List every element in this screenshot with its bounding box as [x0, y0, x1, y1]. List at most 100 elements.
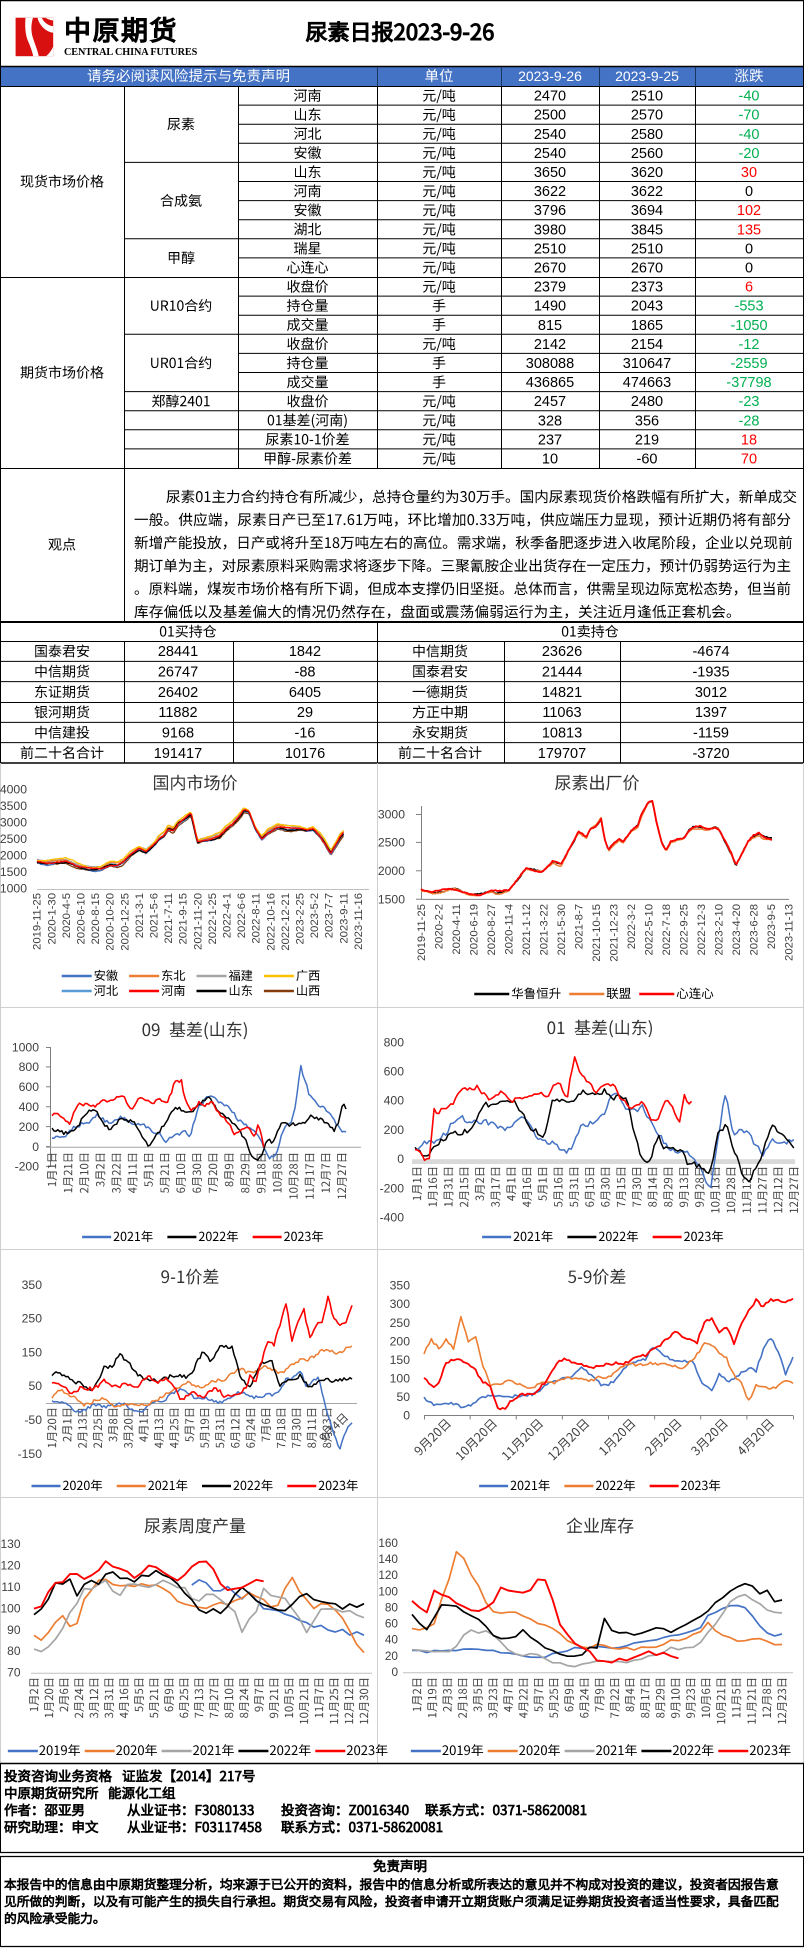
svg-text:2540: 2540 [534, 127, 566, 143]
svg-text:436865: 436865 [526, 375, 574, 391]
svg-text:2020-6-19: 2020-6-19 [468, 904, 480, 956]
svg-text:29: 29 [297, 705, 313, 721]
svg-text:2023-2-10: 2023-2-10 [713, 904, 725, 956]
svg-text:2021-3-1: 2021-3-1 [134, 893, 146, 938]
svg-text:3622: 3622 [631, 184, 663, 200]
svg-text:310647: 310647 [623, 356, 671, 372]
svg-text:11063: 11063 [542, 705, 581, 721]
svg-text:102: 102 [737, 203, 761, 219]
svg-text:80: 80 [7, 1644, 21, 1658]
svg-text:2670: 2670 [631, 260, 663, 276]
svg-text:200: 200 [384, 1123, 405, 1137]
svg-text:100: 100 [0, 1601, 20, 1615]
svg-text:90: 90 [7, 1623, 21, 1637]
svg-text:3845: 3845 [631, 222, 663, 238]
svg-text:135: 135 [737, 222, 761, 238]
svg-text:-28: -28 [739, 413, 760, 429]
svg-text:2022-9-25: 2022-9-25 [678, 904, 690, 956]
svg-text:26747: 26747 [158, 665, 198, 681]
svg-text:2020-1-30: 2020-1-30 [46, 893, 58, 945]
svg-text:-400: -400 [380, 1210, 405, 1224]
svg-text:2480: 2480 [631, 394, 663, 410]
svg-text:18: 18 [741, 432, 757, 448]
svg-text:2021-12-23: 2021-12-23 [608, 904, 620, 962]
svg-text:350: 350 [390, 1279, 411, 1293]
svg-text:815: 815 [538, 318, 562, 334]
svg-text:1842: 1842 [289, 644, 321, 660]
svg-text:250: 250 [390, 1316, 411, 1330]
svg-text:2021-10-15: 2021-10-15 [591, 904, 603, 962]
svg-text:20: 20 [385, 1649, 399, 1663]
svg-text:2023-11-16: 2023-11-16 [353, 893, 365, 950]
svg-text:10: 10 [542, 451, 558, 467]
svg-text:356: 356 [635, 413, 659, 429]
svg-text:2560: 2560 [631, 146, 663, 162]
svg-text:-12: -12 [739, 337, 760, 353]
svg-text:0: 0 [745, 184, 753, 200]
svg-text:-1935: -1935 [692, 665, 729, 681]
svg-text:2021-5-30: 2021-5-30 [556, 904, 568, 956]
svg-text:2020-10-20: 2020-10-20 [105, 893, 117, 951]
svg-text:328: 328 [538, 413, 562, 429]
svg-text:3620: 3620 [631, 165, 663, 181]
svg-text:9168: 9168 [162, 726, 194, 742]
svg-text:2022-5-10: 2022-5-10 [643, 904, 655, 956]
svg-text:219: 219 [635, 432, 659, 448]
svg-text:2510: 2510 [534, 241, 566, 257]
svg-text:2022-12-3: 2022-12-3 [696, 904, 708, 956]
svg-text:200: 200 [390, 1334, 411, 1348]
svg-text:350: 350 [22, 1278, 43, 1292]
svg-text:2000: 2000 [0, 848, 27, 862]
svg-text:2022-10-16: 2022-10-16 [265, 893, 277, 951]
svg-text:2023-9-25: 2023-9-25 [615, 68, 679, 84]
svg-text:2020-8-27: 2020-8-27 [486, 904, 498, 956]
svg-text:130: 130 [0, 1537, 20, 1551]
svg-text:2154: 2154 [631, 337, 663, 353]
svg-text:110: 110 [1, 1580, 20, 1594]
svg-text:600: 600 [19, 1080, 40, 1094]
svg-text:2023-4-20: 2023-4-20 [731, 904, 743, 956]
svg-text:2022-12-21: 2022-12-21 [280, 893, 292, 951]
svg-text:-16: -16 [295, 726, 316, 742]
svg-text:237: 237 [538, 432, 562, 448]
svg-text:2023-2-25: 2023-2-25 [295, 893, 307, 945]
svg-text:50: 50 [28, 1379, 42, 1393]
svg-text:2020-11-4: 2020-11-4 [503, 904, 515, 955]
svg-text:-1159: -1159 [693, 726, 729, 742]
svg-text:2500: 2500 [0, 832, 27, 846]
svg-text:120: 120 [378, 1568, 398, 1582]
svg-text:1000: 1000 [0, 881, 27, 895]
svg-text:23626: 23626 [542, 644, 582, 660]
svg-text:-20: -20 [739, 146, 760, 162]
svg-text:0: 0 [403, 1409, 410, 1423]
svg-text:-4674: -4674 [692, 644, 729, 660]
svg-text:-88: -88 [295, 665, 316, 681]
svg-text:10813: 10813 [542, 726, 582, 742]
svg-text:2019-11-25: 2019-11-25 [416, 904, 428, 961]
svg-text:2457: 2457 [534, 394, 566, 410]
svg-text:2373: 2373 [631, 280, 663, 296]
svg-text:1500: 1500 [0, 865, 27, 879]
svg-text:-2559: -2559 [730, 356, 767, 372]
svg-text:0: 0 [745, 241, 753, 257]
svg-text:2023-9-5: 2023-9-5 [766, 904, 778, 949]
svg-text:3694: 3694 [631, 203, 663, 219]
svg-text:2021-5-6: 2021-5-6 [148, 893, 160, 938]
svg-text:11882: 11882 [158, 705, 197, 721]
svg-text:2023-9-11: 2023-9-11 [338, 893, 350, 944]
svg-text:0: 0 [391, 1665, 398, 1679]
svg-text:2022-3-2: 2022-3-2 [626, 904, 638, 949]
svg-text:2021-1-12: 2021-1-12 [521, 904, 533, 956]
svg-text:2500: 2500 [378, 836, 405, 850]
svg-text:2020-6-10: 2020-6-10 [75, 893, 87, 945]
svg-text:2510: 2510 [631, 241, 663, 257]
svg-text:1000: 1000 [12, 1040, 39, 1054]
svg-text:2019-11-25: 2019-11-25 [32, 893, 44, 950]
svg-text:474663: 474663 [623, 375, 671, 391]
svg-text:70: 70 [741, 451, 757, 467]
svg-text:2021-3-22: 2021-3-22 [538, 904, 550, 956]
svg-text:2023-9-26: 2023-9-26 [518, 68, 582, 84]
svg-text:2580: 2580 [631, 127, 663, 143]
svg-text:600: 600 [384, 1064, 405, 1078]
svg-text:14821: 14821 [542, 685, 582, 701]
